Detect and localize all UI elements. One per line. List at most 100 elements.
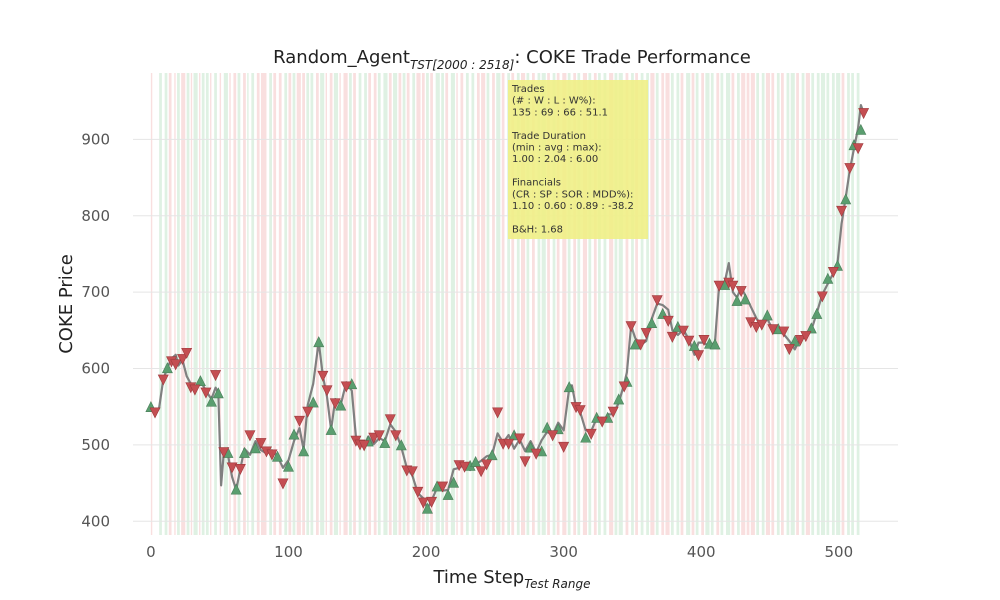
long-position-band [826,73,830,535]
buy-marker [563,381,575,393]
sell-marker [756,319,768,331]
sell-marker [607,406,619,418]
short-position-band [521,73,526,535]
y-tick-label: 400 [81,512,110,530]
long-position-band [349,73,352,535]
sell-marker [234,464,246,475]
long-position-band [816,73,820,535]
sell-marker [683,335,695,347]
long-position-band [537,73,541,535]
long-position-band [516,73,520,535]
short-position-band [750,73,755,535]
x-tick-label: 400 [687,543,716,561]
buy-marker [298,445,310,457]
buy-marker [249,442,261,454]
x-axis-label: Time StepTest Range [432,567,590,591]
sell-marker [426,496,438,508]
short-position-band [460,73,464,535]
stats-line: Trades [511,84,545,95]
sell-marker [384,414,396,426]
long-position-band [269,73,272,535]
short-position-band [650,73,655,535]
sell-marker [373,430,385,442]
short-position-band [210,73,212,535]
sell-marker [858,108,870,120]
sell-marker [816,291,828,303]
sell-marker [794,334,806,346]
sell-marker [437,481,449,493]
sell-marker [417,497,429,509]
sell-marker [368,432,380,444]
sell-marker [358,440,370,452]
long-position-band [193,73,198,535]
sell-marker [475,466,487,478]
long-position-band [284,73,288,535]
position-bands [150,73,860,535]
long-position-band [486,73,490,535]
buy-marker [789,335,801,347]
buy-marker [161,362,173,374]
long-position-band [306,73,310,535]
buy-marker [486,449,498,461]
sell-marker [321,385,333,397]
sell-marker [340,381,352,393]
long-position-band [695,73,699,535]
sell-marker [547,430,559,442]
y-tick-label: 700 [81,283,110,301]
short-position-band [243,73,246,535]
long-position-band [776,73,780,535]
short-position-band [765,73,771,535]
sell-marker [778,326,790,338]
short-position-band [288,73,292,535]
short-position-band [691,73,695,535]
buy-marker [646,317,658,329]
short-position-band [445,73,449,535]
sell-marker [625,321,637,333]
buy-marker [230,483,242,495]
long-position-band [552,73,556,535]
sell-marker [189,384,201,396]
buy-marker [307,396,319,408]
short-position-band [609,73,614,535]
sell-marker [585,428,597,440]
long-position-band [705,73,710,535]
short-position-band [573,73,577,535]
short-position-band [492,73,495,535]
long-position-band [383,73,388,535]
short-position-band [430,73,433,535]
sell-marker [210,370,222,382]
short-position-band [456,73,458,535]
long-position-band [801,73,805,535]
y-tick-label: 500 [81,436,110,454]
long-position-band [577,73,581,535]
long-position-band [186,73,190,535]
x-tick-label: 500 [825,543,854,561]
buy-marker [855,123,867,135]
long-position-band [761,73,765,535]
sell-marker [852,143,864,155]
long-position-band [614,73,618,535]
long-position-band [526,73,530,535]
stats-line: Financials [512,178,561,189]
sell-marker [218,447,230,459]
short-position-band [805,73,810,535]
sell-marker [651,295,663,307]
buy-marker [271,450,283,462]
short-position-band [219,73,222,535]
x-tick-label: 100 [274,543,303,561]
short-position-band [150,73,153,535]
sell-marker [618,381,630,393]
stats-line: 135 : 69 : 66 : 51.1 [512,107,608,118]
short-position-band [562,73,567,535]
stats-line: (# : W : L : W%): [512,96,596,107]
sell-marker [406,466,418,478]
short-position-band [199,73,201,535]
long-position-band [646,73,649,535]
short-position-band [532,73,535,535]
sell-marker [750,321,762,333]
x-tick-label: 300 [549,543,578,561]
short-position-band [556,73,560,535]
long-position-band [603,73,607,535]
short-position-band [796,73,799,535]
short-position-band [406,73,410,535]
